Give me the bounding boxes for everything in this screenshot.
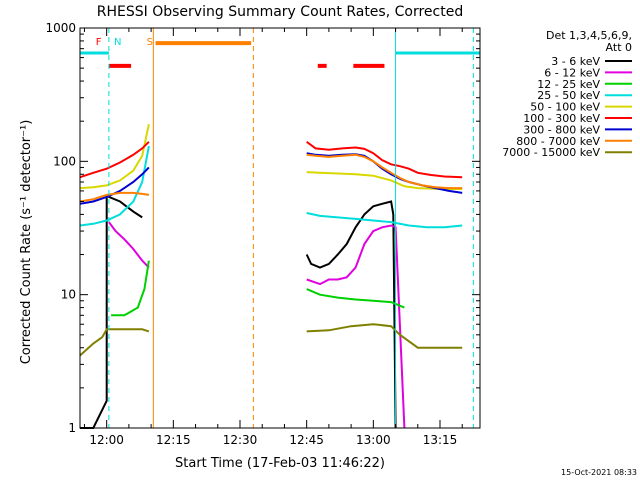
legend-header-1: Det 1,3,4,5,6,9, bbox=[546, 29, 632, 42]
x-tick-label-5: 13:15 bbox=[423, 433, 458, 447]
y-tick-label-1: 10 bbox=[61, 288, 76, 302]
chart-title: RHESSI Observing Summary Count Rates, Co… bbox=[97, 4, 463, 20]
legend-label-2: 12 - 25 keV bbox=[537, 78, 600, 91]
flag-label-2: S bbox=[147, 37, 153, 48]
plot-area: F N S 12:00 12:15 12:30 12:45 13:00 13:15 1 10 100 1… bbox=[45, 21, 481, 447]
y-axis-label: Corrected Count Rate (s⁻¹ detector⁻¹) bbox=[19, 120, 34, 365]
series-line-2-1 bbox=[306, 288, 405, 309]
legend-header-2: Att 0 bbox=[606, 41, 632, 54]
flag-label-0: F bbox=[96, 37, 102, 48]
series-line-5-0 bbox=[79, 141, 150, 179]
series-line-1-1 bbox=[306, 224, 406, 429]
timestamp: 15-Oct-2021 08:33 bbox=[561, 468, 637, 477]
plot-frame bbox=[79, 27, 481, 429]
y-tick-label-3: 1000 bbox=[45, 21, 76, 35]
series-line-6-0 bbox=[79, 166, 150, 205]
y-tick-label-0: 1 bbox=[68, 421, 76, 435]
y-tick-label-2: 100 bbox=[53, 154, 76, 168]
series-line-7-0 bbox=[79, 191, 150, 203]
legend-label-6: 300 - 800 keV bbox=[523, 123, 600, 136]
series-line-4-1 bbox=[306, 171, 463, 190]
x-tick-label-3: 12:45 bbox=[289, 433, 324, 447]
x-tick-label-2: 12:30 bbox=[223, 433, 258, 447]
x-tick-label-4: 13:00 bbox=[356, 433, 391, 447]
series-line-4-0 bbox=[79, 123, 150, 190]
series-line-0-0 bbox=[80, 194, 143, 429]
series-line-3-1 bbox=[306, 212, 463, 229]
x-axis-label: Start Time (17-Feb-03 11:46:22) bbox=[175, 456, 385, 471]
legend-label-5: 100 - 300 keV bbox=[523, 112, 600, 125]
x-tick-label-0: 12:00 bbox=[89, 433, 124, 447]
x-tick-label-1: 12:15 bbox=[156, 433, 191, 447]
series-line-8-1 bbox=[306, 323, 463, 349]
legend-label-4: 50 - 100 keV bbox=[530, 101, 600, 114]
series-line-7-1 bbox=[306, 153, 463, 190]
legend-label-8: 7000 - 15000 keV bbox=[502, 146, 600, 159]
series-line-0-1 bbox=[305, 200, 397, 429]
series-line-8-0 bbox=[79, 328, 150, 357]
series-line-3-0 bbox=[79, 145, 150, 227]
legend-label-1: 6 - 12 keV bbox=[544, 66, 600, 79]
series-line-5-1 bbox=[306, 140, 463, 179]
legend-label-7: 800 - 7000 keV bbox=[516, 135, 600, 148]
flag-label-1: N bbox=[114, 37, 121, 48]
legend-label-0: 3 - 6 keV bbox=[551, 55, 600, 68]
series-line-1-0 bbox=[108, 221, 150, 269]
legend-label-3: 25 - 50 keV bbox=[537, 89, 600, 102]
series-line-2-0 bbox=[111, 260, 150, 317]
